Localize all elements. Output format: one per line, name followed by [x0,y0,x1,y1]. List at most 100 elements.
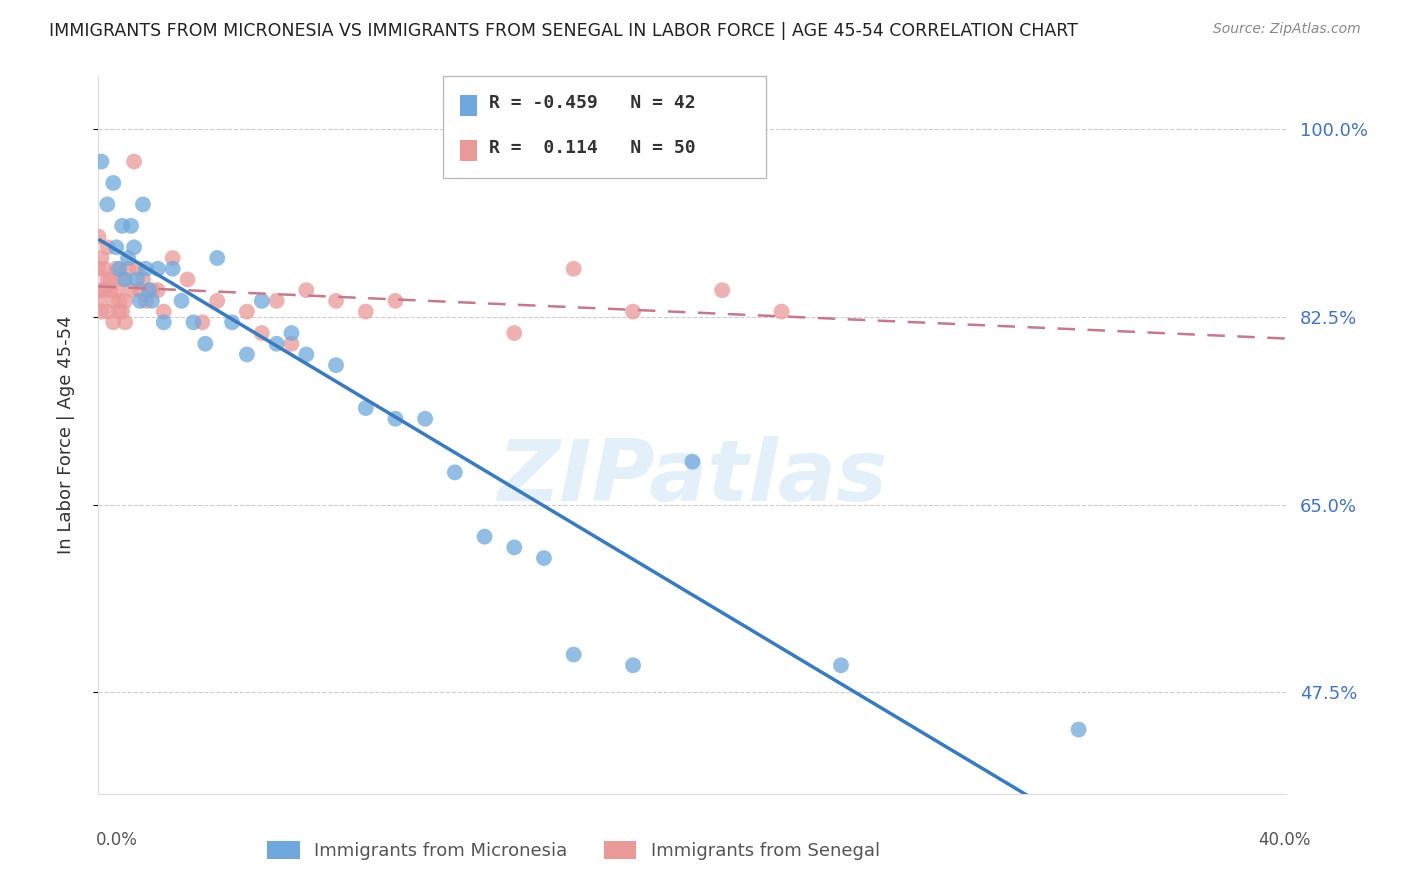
Point [132,197,155,211]
Point [96,197,118,211]
Point [266,293,288,308]
Point [105,283,128,297]
Point [681,455,703,469]
Point [621,658,644,673]
Point [474,530,496,544]
Point [621,304,644,318]
Point [280,336,302,351]
Point [236,304,259,318]
Point [533,551,555,566]
Point [105,261,128,276]
Point [146,261,169,276]
Legend: Immigrants from Micronesia, Immigrants from Senegal: Immigrants from Micronesia, Immigrants f… [260,834,887,867]
Point [108,261,131,276]
Point [129,283,152,297]
Point [111,219,134,233]
Point [111,272,134,286]
Text: ZIPatlas: ZIPatlas [498,436,887,519]
Text: 40.0%: 40.0% [1258,831,1310,849]
Point [191,315,214,329]
Point [503,326,526,340]
Point [105,240,128,254]
Point [98,283,121,297]
Point [122,154,145,169]
Point [114,272,136,286]
Point [162,261,184,276]
Point [384,411,406,425]
Point [443,466,465,480]
Point [87,261,110,276]
Point [266,336,288,351]
Point [96,304,118,318]
Text: IMMIGRANTS FROM MICRONESIA VS IMMIGRANTS FROM SENEGAL IN LABOR FORCE | AGE 45-54: IMMIGRANTS FROM MICRONESIA VS IMMIGRANTS… [49,22,1078,40]
Point [96,240,118,254]
Point [103,315,125,329]
Point [250,326,273,340]
Point [125,261,148,276]
Point [384,293,406,308]
Point [108,293,131,308]
Point [413,411,436,425]
Point [146,283,169,297]
Point [90,251,112,265]
Point [1067,723,1090,737]
Point [503,541,526,555]
Point [103,293,125,308]
Point [135,261,157,276]
Point [103,176,125,190]
Point [87,229,110,244]
Point [221,315,243,329]
Point [114,315,136,329]
Point [236,347,259,361]
Point [354,401,377,415]
Point [295,283,318,297]
Point [562,648,585,662]
Point [125,272,148,286]
Point [325,358,347,372]
Point [90,304,112,318]
Point [108,304,131,318]
Point [98,272,121,286]
Point [90,283,112,297]
Point [111,304,134,318]
Point [354,304,377,318]
Point [114,293,136,308]
Point [138,283,160,297]
Point [152,315,174,329]
Point [135,293,157,308]
Point [93,283,115,297]
Point [117,261,139,276]
Point [295,347,318,361]
Text: Source: ZipAtlas.com: Source: ZipAtlas.com [1213,22,1361,37]
Text: 0.0%: 0.0% [96,831,138,849]
Point [711,283,734,297]
Point [183,315,205,329]
Point [129,293,152,308]
Point [170,293,193,308]
Y-axis label: In Labor Force | Age 45-54: In Labor Force | Age 45-54 [56,316,75,554]
Point [122,240,145,254]
Point [205,293,228,308]
Text: R = -0.459   N = 42: R = -0.459 N = 42 [489,94,696,112]
Point [120,219,142,233]
Point [141,293,163,308]
Point [280,326,302,340]
Point [162,251,184,265]
Point [176,272,198,286]
Point [194,336,217,351]
Point [152,304,174,318]
Point [770,304,793,318]
Point [141,283,163,297]
Point [96,272,118,286]
Point [132,272,155,286]
Point [205,251,228,265]
Point [90,154,112,169]
Point [87,293,110,308]
Point [830,658,852,673]
Point [250,293,273,308]
Text: R =  0.114   N = 50: R = 0.114 N = 50 [489,139,696,157]
Point [325,293,347,308]
Point [562,261,585,276]
Point [93,261,115,276]
Point [117,251,139,265]
